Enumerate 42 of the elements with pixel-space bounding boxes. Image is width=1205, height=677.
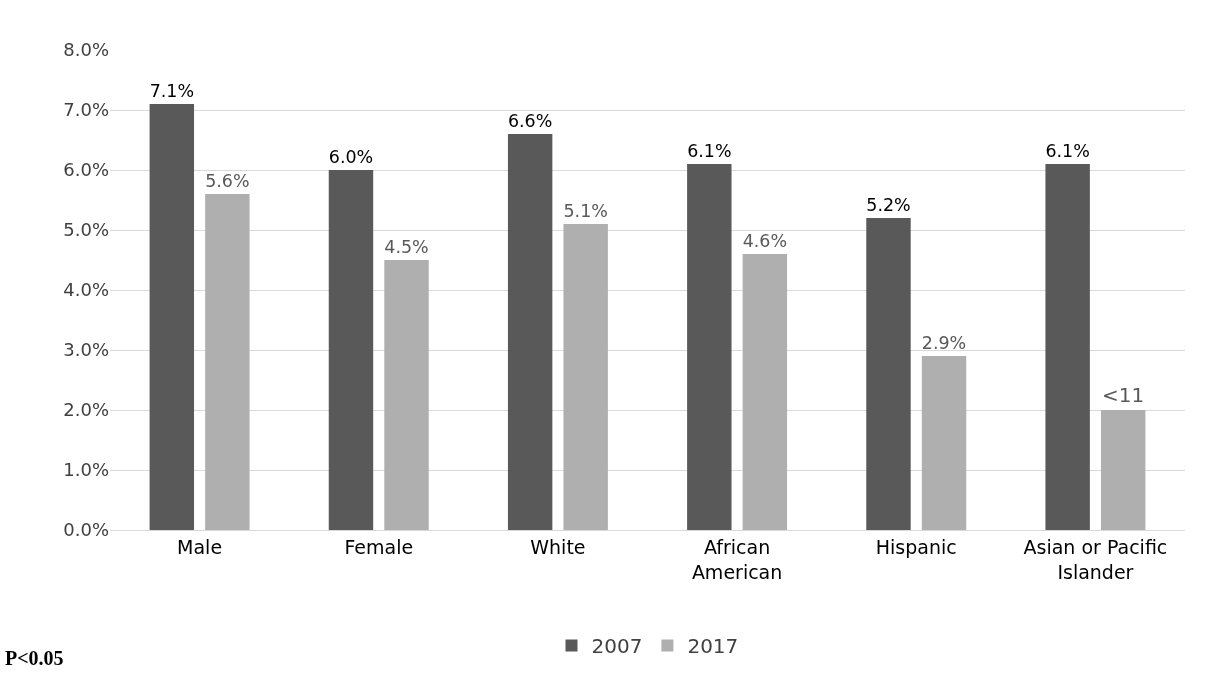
x-tick-label: Male [177, 535, 223, 558]
bar [384, 260, 429, 530]
data-label: 4.5% [384, 236, 429, 257]
data-label: 6.1% [687, 140, 732, 161]
data-label: 2.9% [921, 332, 967, 353]
x-tick-label: Hispanic [875, 535, 957, 558]
bar [1045, 164, 1090, 530]
x-tick-label: White [530, 535, 586, 558]
y-tick-label: 8.0% [63, 39, 109, 61]
bar [742, 254, 788, 530]
data-label: 6.6% [507, 110, 553, 131]
data-label: 5.6% [205, 170, 250, 191]
y-tick-label: 1.0% [63, 459, 109, 481]
bar [205, 194, 250, 530]
text: P<0.05 [5, 647, 64, 669]
data-label: 6.1% [1045, 140, 1090, 161]
legend-label: 2017 [687, 634, 739, 659]
y-tick-label: 2.0% [63, 399, 109, 421]
y-tick-label: 3.0% [63, 339, 109, 361]
bar [149, 104, 195, 530]
data-label: 7.1% [149, 80, 195, 101]
data-label: 4.6% [742, 230, 788, 251]
legend-label: 2007 [591, 634, 643, 659]
bar [1100, 410, 1146, 530]
bar [687, 164, 732, 530]
y-tick-label: 6.0% [63, 159, 109, 181]
x-tick-label: Asian or Pacific Islander [1023, 535, 1168, 583]
bar [507, 134, 553, 530]
data-label: <11 [1102, 383, 1145, 407]
y-tick-label: 5.0% [63, 219, 109, 241]
bar [328, 170, 374, 530]
bar [866, 218, 911, 530]
data-label: 5.2% [866, 194, 911, 215]
y-tick-label: 0.0% [63, 519, 109, 541]
data-label: 5.1% [563, 200, 608, 221]
x-tick-label: African American [691, 535, 783, 583]
x-tick-label: Female [344, 535, 414, 558]
data-label: 6.0% [328, 146, 374, 167]
bar [921, 356, 967, 530]
bar [563, 224, 608, 530]
y-tick-label: 7.0% [63, 99, 109, 121]
y-tick-label: 4.0% [63, 279, 109, 301]
